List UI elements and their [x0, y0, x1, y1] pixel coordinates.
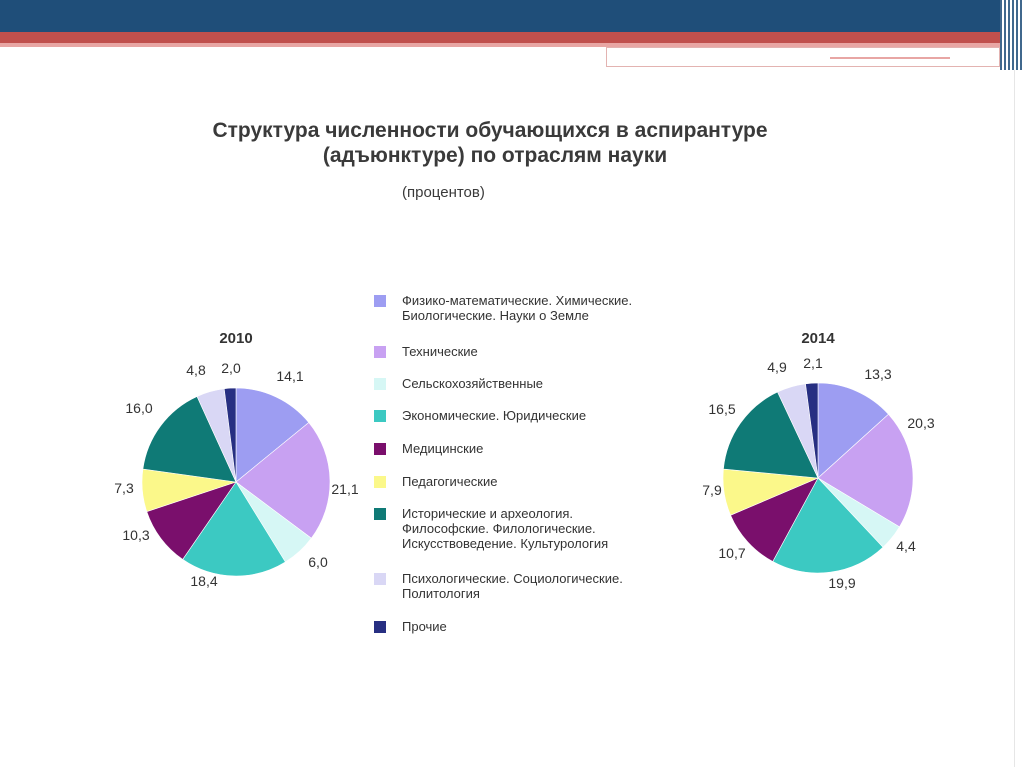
- pie-2014: 13,3 20,3 4,4 19,9 10,7 7,9 16,5 4,9 2,1: [702, 355, 935, 591]
- legend-swatch: [374, 508, 386, 520]
- legend-swatch: [374, 573, 386, 585]
- pie-2014-value-label-phys-math: 13,3: [864, 366, 891, 382]
- pie-2010-slice-phys-math: [235, 387, 310, 483]
- legend-swatch: [374, 476, 386, 488]
- pie-2010-value-label-psychology: 4,8: [186, 362, 206, 378]
- pie-2014-slice-economic-legal: [772, 477, 884, 574]
- legend-label: Экономические. Юридические: [402, 408, 587, 423]
- legend-label: Технические: [402, 344, 478, 359]
- pie-2014-slice-other: [805, 382, 819, 479]
- pie-2010-value-label-pedagogical: 7,3: [114, 480, 134, 496]
- chart-title-line2: (адъюнктуре) по отраслям науки: [322, 144, 668, 167]
- pie-2014-value-label-other: 2,1: [803, 355, 823, 371]
- chart-title-line1: Структура численности обучающихся в аспи…: [212, 119, 768, 142]
- legend-label: Прочие: [402, 619, 447, 634]
- header-band-blue: [0, 0, 1000, 32]
- pie-2010-value-label-economic-legal: 18,4: [190, 573, 217, 589]
- pie-2010-value-label-agricultural: 6,0: [308, 554, 328, 570]
- pie-2014-value-label-pedagogical: 7,9: [702, 482, 722, 498]
- chart-subtitle: (процентов): [402, 184, 485, 201]
- pie-2014-value-label-technical: 20,3: [907, 415, 934, 431]
- pie-2014-value-label-medical: 10,7: [718, 545, 745, 561]
- pie-2014-slice-phys-math: [817, 382, 889, 479]
- chart-title: Структура численности обучающихся в аспи…: [120, 118, 860, 168]
- pie-2014-value-label-humanities: 16,5: [708, 401, 735, 417]
- pie-2010-value-label-technical: 21,1: [331, 481, 358, 497]
- header-band-red: [0, 32, 1000, 43]
- slide-border: [0, 70, 1015, 767]
- pie-2014-value-label-psychology: 4,9: [767, 359, 787, 375]
- pie-2014-year-label: 2014: [801, 330, 835, 347]
- legend-swatch: [374, 621, 386, 633]
- legend-swatch: [374, 410, 386, 422]
- legend-label: Физико-математические. Химические. Биоло…: [402, 293, 633, 323]
- pie-2010: 14,1 21,1 6,0 18,4 10,3 7,3 16,0 4,8 2,0: [114, 360, 359, 589]
- legend-swatch: [374, 378, 386, 390]
- header-band-pink: [0, 43, 1000, 47]
- pie-2014-slice-technical: [817, 413, 914, 528]
- header-edge-stripes: [1000, 0, 1024, 70]
- legend-label: Сельскохозяйственные: [402, 376, 544, 391]
- legend-swatch: [374, 443, 386, 455]
- pie-2010-slice-humanities: [142, 396, 237, 483]
- legend-label: Психологические. Социологические. Полито…: [402, 571, 623, 601]
- legend-swatch: [374, 346, 386, 358]
- pie-2010-slice-technical: [235, 422, 331, 539]
- header-accent-box: [606, 47, 1000, 67]
- pie-2010-slice-other: [223, 387, 237, 483]
- pie-2010-value-label-other: 2,0: [221, 360, 241, 376]
- pie-2010-year-label: 2010: [219, 330, 252, 347]
- pie-2014-slice-humanities: [723, 391, 819, 479]
- legend-swatch: [374, 295, 386, 307]
- legend-label: Исторические и археология. Философские. …: [402, 506, 609, 551]
- pie-2010-slice-economic-legal: [182, 481, 286, 577]
- pie-2010-value-label-medical: 10,3: [122, 527, 149, 543]
- pie-2014-value-label-agricultural: 4,4: [896, 538, 916, 554]
- header-accent-line: [830, 57, 950, 59]
- pie-2010-value-label-humanities: 16,0: [125, 400, 152, 416]
- pie-2010-value-label-phys-math: 14,1: [276, 368, 303, 384]
- pie-2014-value-label-economic-legal: 19,9: [828, 575, 855, 591]
- legend-label: Медицинские: [402, 441, 484, 456]
- legend-label: Педагогические: [402, 474, 498, 489]
